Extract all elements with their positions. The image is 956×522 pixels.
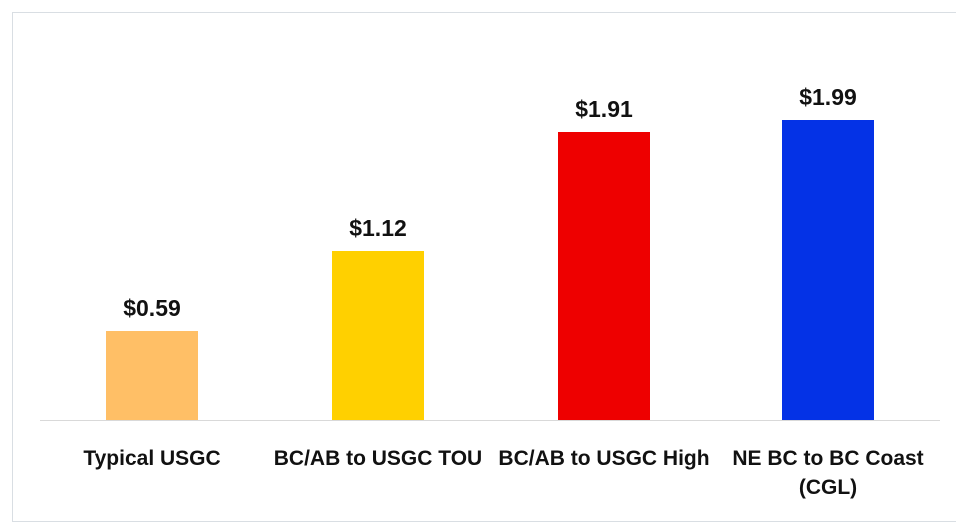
x-tick-label: BC/AB to USGC TOU (273, 447, 483, 470)
bar (332, 251, 424, 420)
data-label: $0.59 (123, 295, 181, 322)
bar (782, 120, 874, 420)
x-tick-label: NE BC to BC Coast (CGL) (732, 447, 924, 499)
baseline (40, 420, 940, 421)
bar (558, 132, 650, 420)
bar (106, 331, 198, 420)
data-label: $1.91 (575, 96, 633, 123)
data-label: $1.12 (349, 215, 407, 242)
data-label: $1.99 (799, 84, 857, 110)
x-tick-label: BC/AB to USGC High (498, 447, 710, 470)
x-tick-label: Typical USGC (83, 447, 221, 470)
